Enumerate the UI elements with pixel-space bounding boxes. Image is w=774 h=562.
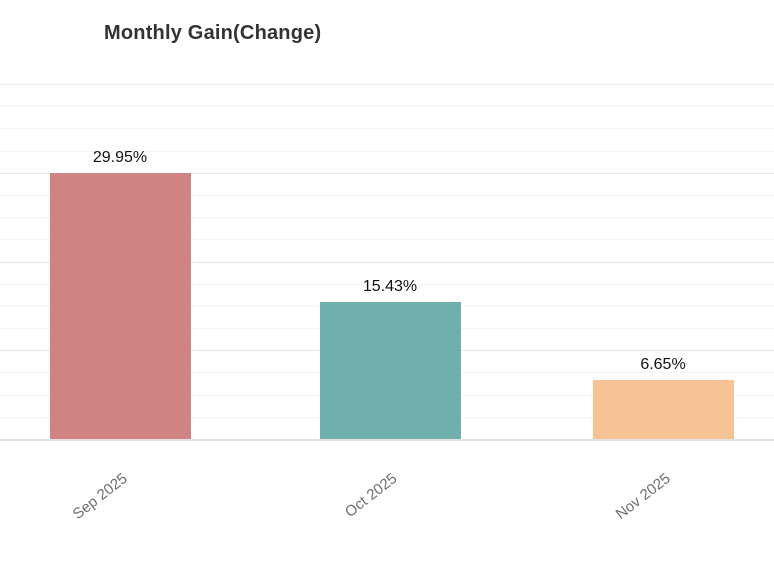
chart-title: Monthly Gain(Change) xyxy=(104,22,322,44)
gridline-minor xyxy=(0,150,774,152)
gridline-minor xyxy=(0,239,774,241)
gridline-major xyxy=(0,172,774,174)
bar-oct-2025[interactable] xyxy=(319,302,461,439)
bar-value-label: 29.95% xyxy=(92,149,148,167)
bar-sep-2025[interactable] xyxy=(49,173,191,439)
x-axis-label: Sep 2025 xyxy=(69,470,131,523)
gridline-minor xyxy=(0,128,774,130)
bar-nov-2025[interactable] xyxy=(592,379,734,439)
gridline-minor xyxy=(0,106,774,108)
x-axis-label: Nov 2025 xyxy=(612,470,674,523)
gridline-major xyxy=(0,261,774,263)
gridline-minor xyxy=(0,217,774,219)
x-axis-line xyxy=(0,439,774,441)
x-axis-label: Oct 2025 xyxy=(342,470,401,521)
bar-value-label: 15.43% xyxy=(362,278,418,296)
gridline-minor xyxy=(0,194,774,196)
gridline-minor xyxy=(0,283,774,285)
bar-value-label: 6.65% xyxy=(640,355,686,373)
gridline-major xyxy=(0,84,774,85)
